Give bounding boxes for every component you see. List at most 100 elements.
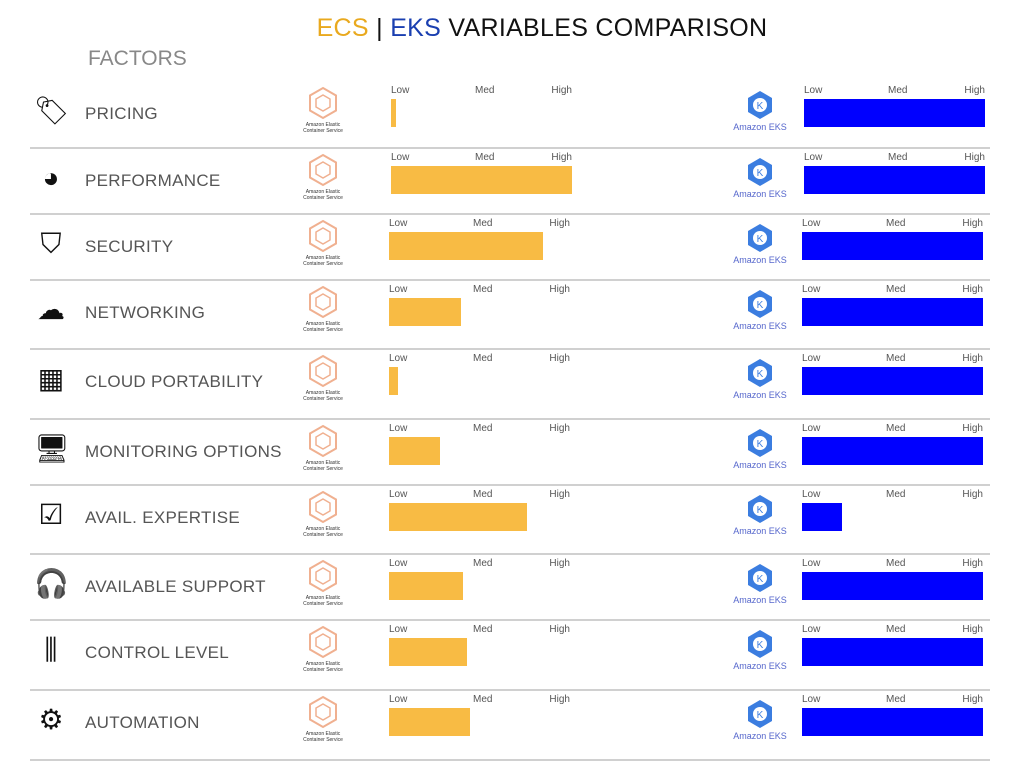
factor-row: ◕ PERFORMANCE Amazon Elastic Container S…	[30, 147, 990, 215]
eks-bar	[804, 166, 985, 194]
tick-high: High	[962, 218, 983, 229]
tick-med: Med	[886, 284, 906, 295]
ecs-bar	[389, 298, 462, 326]
eks-bar-track	[804, 166, 985, 194]
tick-low: Low	[802, 558, 821, 569]
factor-label: NETWORKING	[85, 303, 206, 322]
eks-bar-track	[802, 503, 983, 531]
tick-med: Med	[888, 152, 908, 163]
tick-low: Low	[389, 218, 408, 229]
tick-med: Med	[473, 353, 493, 364]
eks-bar	[802, 708, 983, 736]
factors-heading: FACTORS	[88, 47, 187, 70]
tick-low: Low	[802, 694, 821, 705]
ecs-logo: Amazon Elastic Container Service	[298, 625, 348, 673]
svg-text:K: K	[757, 574, 764, 585]
eks-hexagon-icon: K	[748, 158, 772, 186]
ecs-logo-text: Amazon Elastic Container Service	[303, 595, 343, 607]
svg-text:K: K	[757, 439, 764, 450]
factor-label: AVAILABLE SUPPORT	[85, 577, 266, 596]
factor-label: SECURITY	[85, 237, 174, 256]
factor-row: ⛉ SECURITY Amazon Elastic Container Serv…	[30, 213, 990, 281]
ecs-logo-text: Amazon Elastic Container Service	[303, 390, 343, 402]
eks-bar	[802, 367, 983, 395]
tick-low: Low	[389, 624, 408, 635]
tick-med: Med	[473, 284, 493, 295]
eks-logo-text: Amazon EKS	[733, 661, 787, 671]
eks-bar-track	[802, 638, 983, 666]
tick-high: High	[964, 85, 985, 96]
eks-scale-labels: Low Med High	[804, 85, 985, 97]
expertise-checklist-icon: ☑	[38, 499, 64, 530]
eks-bar-track	[802, 437, 983, 465]
title-separator: |	[368, 14, 391, 42]
ecs-bar	[389, 708, 471, 736]
tick-med: Med	[886, 423, 906, 434]
tick-med: Med	[886, 624, 906, 635]
eks-logo-text: Amazon EKS	[733, 321, 787, 331]
ecs-bar-track	[389, 367, 570, 395]
eks-bar-track	[802, 232, 983, 260]
ecs-logo-text: Amazon Elastic Container Service	[303, 321, 343, 333]
ecs-bar-track	[389, 503, 570, 531]
eks-bar	[804, 99, 985, 127]
tick-high: High	[549, 558, 570, 569]
factor-label: CONTROL LEVEL	[85, 643, 230, 662]
ecs-scale-labels: Low Med High	[391, 152, 572, 164]
ecs-scale-labels: Low Med High	[389, 489, 570, 501]
title-eks: EKS	[390, 14, 442, 42]
ecs-logo-text: Amazon Elastic Container Service	[303, 731, 343, 743]
tick-med: Med	[473, 558, 493, 569]
tick-low: Low	[389, 694, 408, 705]
ecs-logo-text: Amazon Elastic Container Service	[303, 526, 343, 538]
factor-label: CLOUD PORTABILITY	[85, 372, 264, 391]
svg-text:K: K	[757, 168, 764, 179]
ecs-logo-text: Amazon Elastic Container Service	[303, 255, 343, 267]
tick-low: Low	[802, 624, 821, 635]
ecs-bar	[389, 232, 543, 260]
svg-text:K: K	[757, 300, 764, 311]
tick-med: Med	[886, 353, 906, 364]
tick-low: Low	[802, 423, 821, 434]
eks-scale-labels: Low Med High	[802, 694, 983, 706]
eks-logo-text: Amazon EKS	[733, 255, 787, 265]
eks-logo-text: Amazon EKS	[733, 189, 787, 199]
ecs-hexagon-icon	[309, 559, 337, 593]
eks-logo-text: Amazon EKS	[733, 390, 787, 400]
eks-bar	[802, 437, 983, 465]
eks-logo-text: Amazon EKS	[733, 731, 787, 741]
ecs-bar	[391, 99, 397, 127]
eks-bar-track	[802, 298, 983, 326]
tick-med: Med	[886, 558, 906, 569]
eks-logo: K Amazon EKS	[730, 358, 790, 400]
tick-med: Med	[473, 423, 493, 434]
eks-hexagon-icon: K	[748, 564, 772, 592]
eks-bar	[802, 232, 983, 260]
eks-logo: K Amazon EKS	[730, 629, 790, 671]
tick-high: High	[549, 624, 570, 635]
title-ecs: ECS	[316, 14, 369, 42]
tick-low: Low	[389, 558, 408, 569]
tick-high: High	[962, 284, 983, 295]
eks-logo-text: Amazon EKS	[733, 460, 787, 470]
ecs-hexagon-icon	[309, 153, 337, 187]
tick-low: Low	[802, 489, 821, 500]
factor-label: PRICING	[85, 104, 158, 123]
eks-bar-track	[804, 99, 985, 127]
eks-logo: K Amazon EKS	[730, 157, 790, 199]
eks-scale-labels: Low Med High	[802, 489, 983, 501]
ecs-bar-track	[391, 166, 572, 194]
factor-row: ☑ AVAIL. EXPERTISE Amazon Elastic Contai…	[30, 484, 990, 555]
tick-low: Low	[804, 152, 823, 163]
tick-high: High	[551, 152, 572, 163]
svg-text:K: K	[757, 640, 764, 651]
tick-high: High	[549, 353, 570, 364]
tick-high: High	[549, 423, 570, 434]
eks-hexagon-icon: K	[748, 224, 772, 252]
tick-med: Med	[475, 85, 495, 96]
sliders-icon: ⫼	[44, 634, 58, 665]
ecs-scale-labels: Low Med High	[391, 85, 572, 97]
ecs-bar-track	[389, 298, 570, 326]
eks-logo-text: Amazon EKS	[733, 526, 787, 536]
ecs-logo: Amazon Elastic Container Service	[298, 695, 348, 743]
